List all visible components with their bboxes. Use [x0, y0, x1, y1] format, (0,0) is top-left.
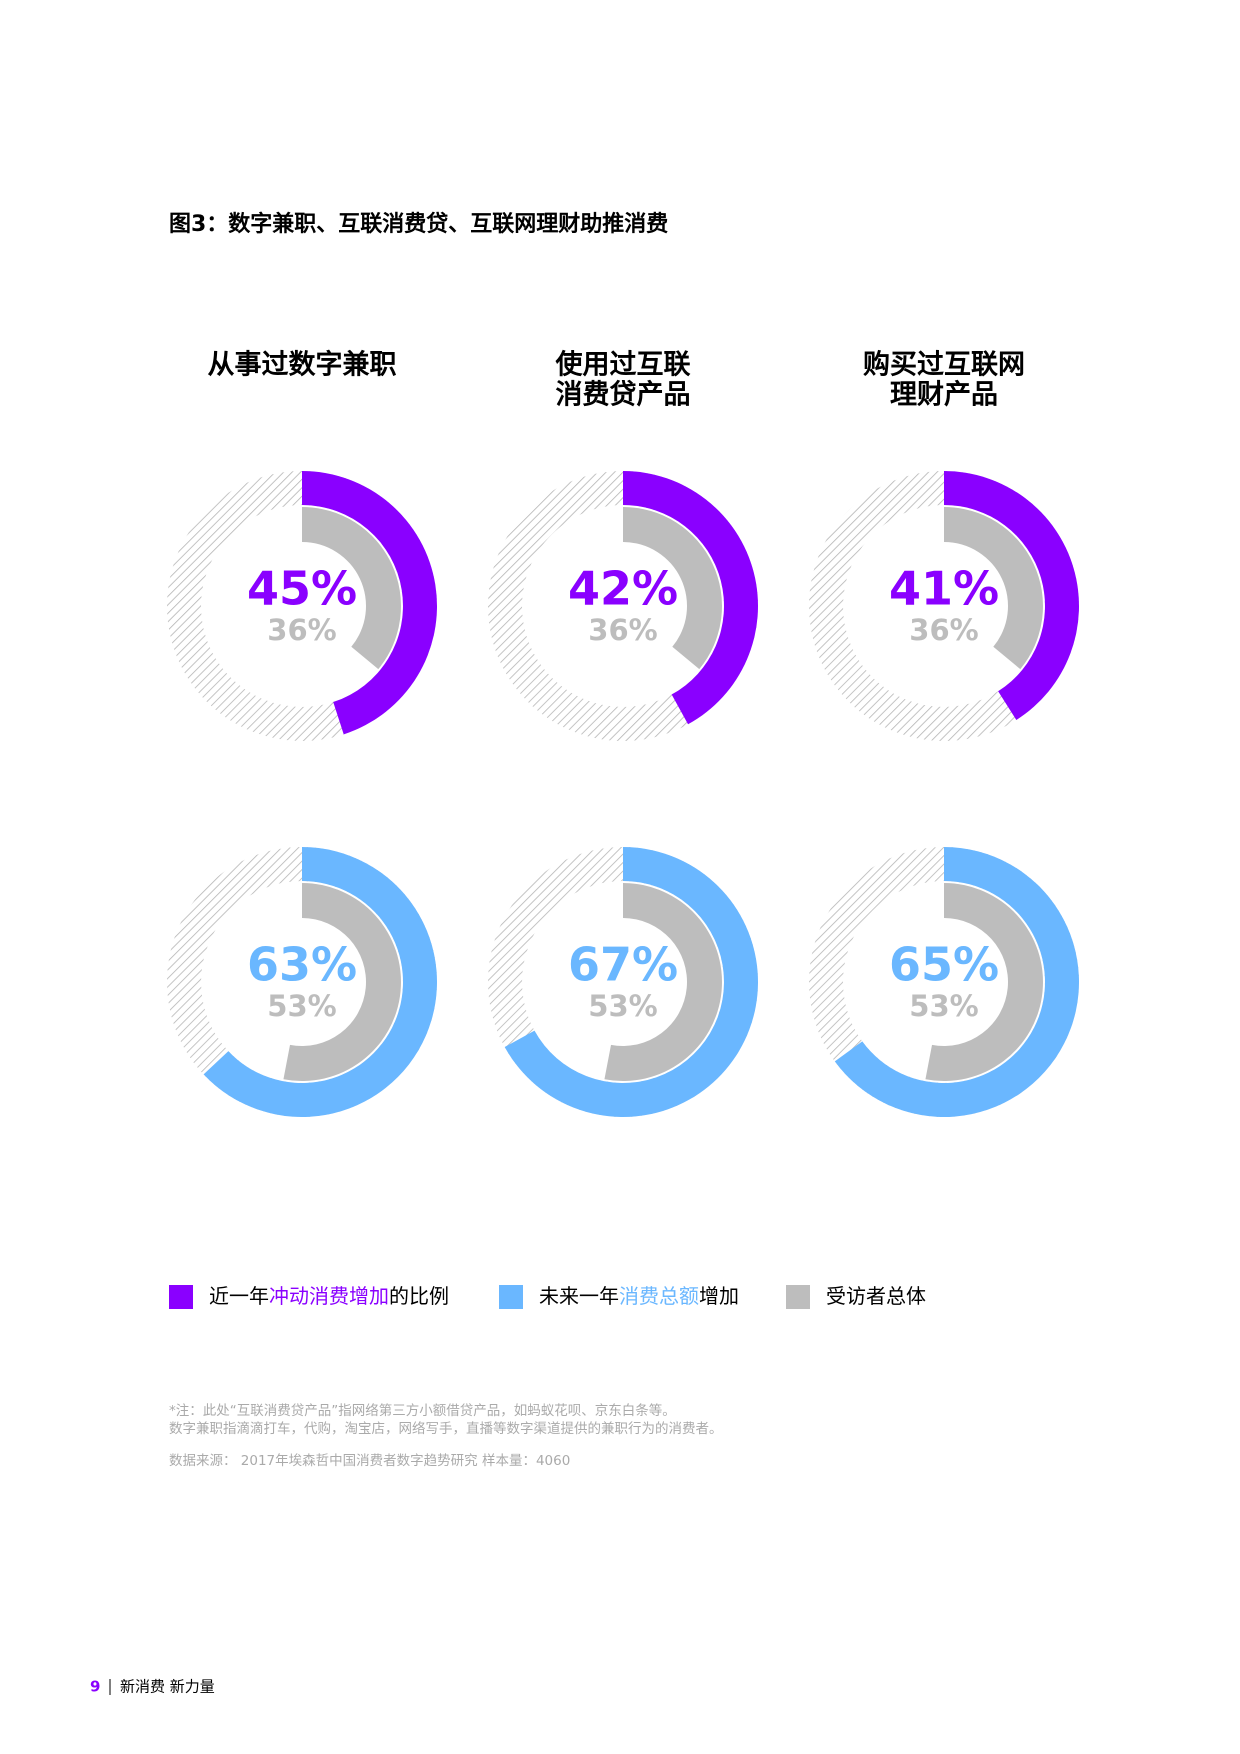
legend-swatch [169, 1285, 193, 1309]
column-heading: 从事过数字兼职 [208, 349, 397, 381]
inner-arc [925, 882, 1043, 1082]
note: *注：此处“互联消费贷产品”指网络第三方小额借贷产品，如蚂蚁花呗、京东白条等。 [169, 1402, 676, 1419]
footer-text: 新消费 新力量 [120, 1678, 215, 1696]
outer-arc [623, 471, 758, 725]
column-heading: 使用过互联 [555, 350, 691, 381]
legend-swatch [499, 1285, 523, 1309]
main-value: 45% [247, 562, 357, 616]
legend-label: 近一年冲动消费增加的比例 [209, 1284, 449, 1308]
main-value: 63% [247, 938, 357, 992]
inner-arc [302, 507, 401, 670]
overall-value: 53% [588, 989, 657, 1023]
overall-value: 53% [909, 989, 978, 1023]
overall-value: 36% [588, 613, 657, 647]
figure-title: 图3：数字兼职、互联消费贷、互联网理财助推消费 [169, 211, 668, 237]
outer-arc [203, 847, 438, 1117]
legend-text: 增加 [699, 1284, 739, 1308]
overall-value: 36% [267, 613, 336, 647]
main-value: 65% [889, 938, 999, 992]
inner-arc [623, 507, 722, 670]
main-value: 67% [568, 938, 678, 992]
main-value: 41% [889, 562, 999, 616]
inner-arc [944, 507, 1043, 670]
legend-label: 未来一年消费总额增加 [539, 1284, 739, 1308]
legend-text: 的比例 [389, 1284, 449, 1308]
outer-arc [944, 471, 1079, 720]
main-value: 42% [568, 562, 678, 616]
overall-value: 36% [909, 613, 978, 647]
column-heading: 消费贷产品 [556, 380, 691, 411]
source: 数据来源： 2017年埃森哲中国消费者数字趋势研究 样本量：4060 [169, 1453, 570, 1469]
legend-text: 受访者总体 [826, 1284, 926, 1308]
column-heading: 购买过互联网 [863, 350, 1025, 381]
legend-text: 冲动消费增加 [269, 1284, 389, 1308]
legend-label: 受访者总体 [826, 1284, 926, 1308]
column-heading: 理财产品 [890, 380, 998, 411]
legend-text: 未来一年 [539, 1284, 619, 1308]
legend-text: 消费总额 [619, 1284, 699, 1308]
inner-arc [604, 882, 722, 1081]
note: 数字兼职指滴滴打车，代购，淘宝店，网络写手，直播等数字渠道提供的兼职行为的消费者… [169, 1420, 723, 1437]
overall-value: 53% [267, 989, 336, 1023]
outer-arc [302, 471, 437, 735]
legend-text: 近一年 [209, 1284, 269, 1308]
page-number: 9 [90, 1678, 100, 1696]
inner-arc [283, 883, 401, 1082]
legend-swatch [786, 1285, 810, 1309]
